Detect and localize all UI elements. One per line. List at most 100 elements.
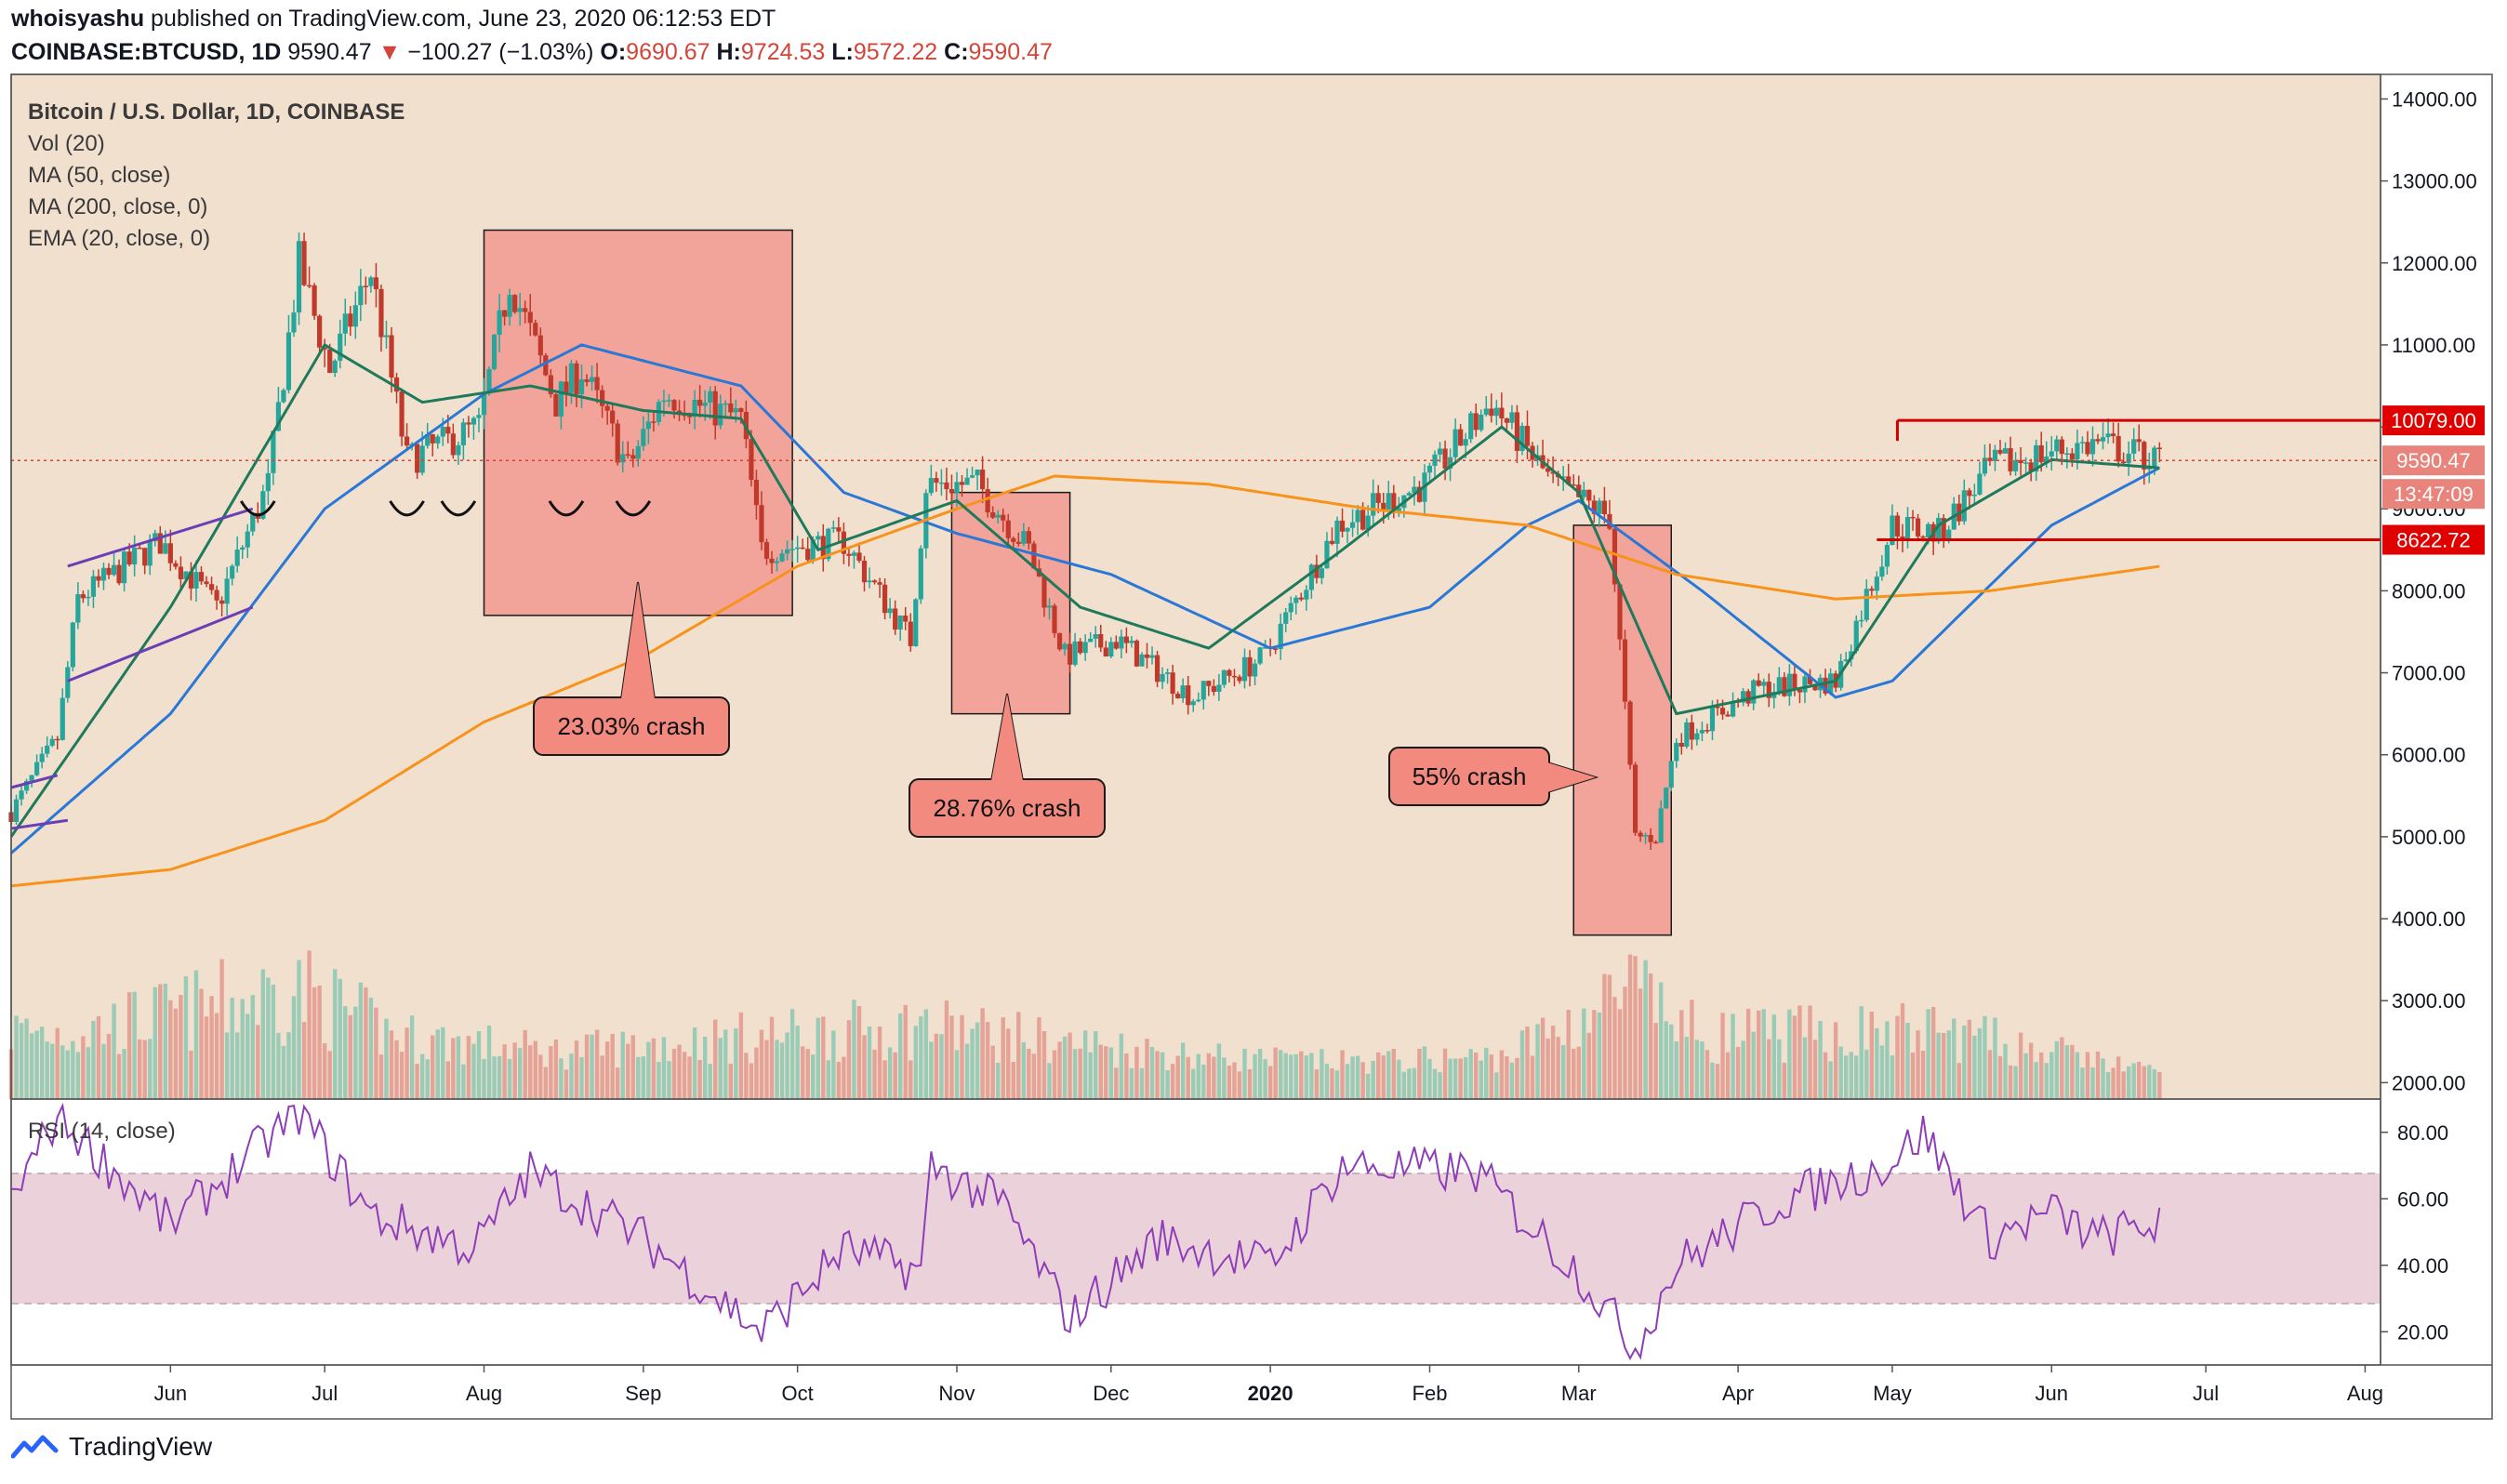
- volume-bar: [2060, 1037, 2064, 1099]
- candle: [1406, 491, 1412, 497]
- volume-bar: [584, 1034, 590, 1099]
- volume-bar: [1926, 1009, 1930, 1099]
- volume-bar: [1052, 1050, 1057, 1099]
- volume-bar: [281, 1045, 286, 1099]
- last-price-badge: 9590.47: [2382, 445, 2485, 476]
- volume-bar: [502, 1044, 507, 1099]
- candle: [132, 535, 138, 577]
- candle: [1334, 516, 1340, 558]
- legend-item[interactable]: Vol (20): [28, 131, 105, 156]
- candle: [1237, 674, 1242, 684]
- candle: [1149, 646, 1155, 665]
- volume-bar: [163, 983, 168, 1099]
- footer-brand[interactable]: TradingView: [69, 1432, 213, 1461]
- candle: [959, 475, 965, 497]
- volume-bar: [2054, 1040, 2059, 1099]
- candle: [157, 525, 163, 554]
- candle: [204, 576, 209, 588]
- volume-bar: [1505, 1056, 1509, 1099]
- volume-bar: [116, 1053, 122, 1099]
- volume-bar: [651, 1038, 657, 1099]
- volume-bar: [590, 1034, 594, 1099]
- volume-bar: [738, 1012, 744, 1099]
- volume-bar: [1227, 1065, 1232, 1099]
- volume-bar: [209, 996, 214, 1099]
- legend-item[interactable]: EMA (20, close, 0): [28, 226, 210, 251]
- svg-text:55% crash: 55% crash: [1413, 762, 1527, 790]
- candle: [1288, 596, 1293, 621]
- time-tick-label: Aug: [2347, 1382, 2383, 1405]
- volume-bar: [250, 995, 255, 1099]
- volume-bar: [877, 1027, 882, 1099]
- candle: [1426, 462, 1433, 484]
- candle: [1776, 667, 1782, 696]
- volume-bar: [759, 1029, 764, 1099]
- candle: [1900, 523, 1905, 553]
- candle: [2069, 448, 2075, 467]
- volume-bar: [517, 1048, 523, 1099]
- volume-bar: [1540, 1017, 1545, 1099]
- candle: [851, 550, 857, 569]
- volume-bar: [2116, 1056, 2121, 1099]
- volume-bar: [1720, 1013, 1725, 1099]
- volume-bar: [1515, 1057, 1519, 1099]
- volume-bar: [1448, 1058, 1452, 1099]
- volume-bar: [1191, 1068, 1196, 1099]
- candle: [1864, 579, 1869, 623]
- candle: [723, 400, 728, 417]
- volume-bar: [574, 1040, 579, 1099]
- time-tick-label: Apr: [1722, 1382, 1754, 1405]
- volume-bar: [230, 997, 234, 1099]
- low-value: 9572.22: [853, 39, 938, 65]
- rsi-legend[interactable]: RSI (14, close): [28, 1119, 176, 1144]
- volume-bar: [327, 1051, 332, 1099]
- volume-bar: [990, 1045, 995, 1099]
- chart-canvas[interactable]: 23.03% crash 28.76% crash 55% crash 2000.0…: [0, 0, 2507, 1423]
- volume-bar: [2101, 1058, 2105, 1099]
- candle: [651, 411, 657, 432]
- candle: [224, 566, 230, 616]
- legend-item[interactable]: Bitcoin / U.S. Dollar, 1D, COINBASE: [28, 99, 405, 125]
- volume-bar: [682, 1052, 687, 1099]
- volume-bar: [445, 1061, 451, 1099]
- candle: [1607, 499, 1612, 531]
- author[interactable]: whoisyashu: [11, 6, 145, 32]
- volume-bar: [466, 1036, 471, 1099]
- candle: [1458, 424, 1464, 446]
- candle: [856, 542, 862, 563]
- candle: [173, 560, 179, 570]
- candle: [697, 385, 703, 417]
- legend-item[interactable]: MA (50, close): [28, 163, 170, 188]
- volume-bar: [1334, 1070, 1340, 1099]
- candle: [1632, 762, 1638, 836]
- candle: [1375, 484, 1381, 513]
- candle: [908, 613, 913, 652]
- candle: [1247, 650, 1253, 687]
- candle: [2100, 422, 2106, 450]
- volume-bar: [1659, 982, 1664, 1099]
- volume-bar: [91, 1020, 96, 1099]
- ma200-line: [10, 474, 2160, 888]
- candle: [1252, 659, 1258, 686]
- volume-bar: [897, 1013, 903, 1099]
- volume-bar: [214, 1013, 219, 1099]
- legend-item[interactable]: MA (200, close, 0): [28, 194, 207, 219]
- volume-bar: [1401, 1071, 1407, 1099]
- volume-bar: [862, 1035, 867, 1099]
- candle: [671, 399, 677, 419]
- candle: [779, 549, 785, 563]
- volume-bar: [364, 987, 368, 1099]
- volume-bar: [1186, 1056, 1190, 1099]
- candle: [1052, 603, 1057, 638]
- volume-bar: [1946, 1030, 1951, 1099]
- volume-bar: [934, 1033, 939, 1099]
- candle: [1961, 479, 1967, 525]
- candle: [2018, 446, 2023, 476]
- candle: [1046, 598, 1053, 620]
- price-tick-label: 6000.00: [2392, 744, 2466, 767]
- candle: [1180, 678, 1186, 703]
- volume-bar: [1885, 1021, 1890, 1099]
- volume-bar: [101, 1043, 106, 1099]
- volume-bar: [523, 1029, 527, 1099]
- volume-bar: [1812, 1040, 1818, 1099]
